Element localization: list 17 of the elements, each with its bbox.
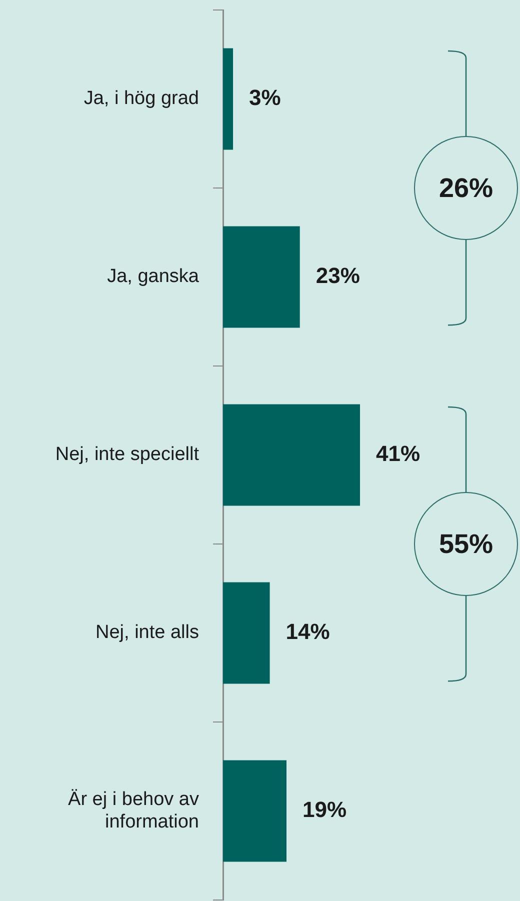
bar xyxy=(223,760,286,862)
y-tick-label: Är ej i behov av information xyxy=(68,788,200,833)
y-tick-label: Nej, inte alls xyxy=(96,622,199,644)
bar xyxy=(223,582,270,684)
data-label: 14% xyxy=(286,619,330,644)
bar xyxy=(223,404,360,506)
bar xyxy=(223,226,300,328)
bar xyxy=(223,48,234,150)
data-label: 19% xyxy=(302,797,347,822)
circle-outline: 26% xyxy=(414,136,518,240)
data-label: 23% xyxy=(316,263,360,288)
data-label: 41% xyxy=(376,441,420,466)
data-label: 3% xyxy=(249,85,281,110)
y-tick-label: Nej, inte speciellt xyxy=(55,444,200,466)
y-tick-label: Ja, i hög grad xyxy=(84,88,199,110)
y-tick-label: Ja, ganska xyxy=(107,266,200,288)
circle-outline: 55% xyxy=(414,492,518,596)
